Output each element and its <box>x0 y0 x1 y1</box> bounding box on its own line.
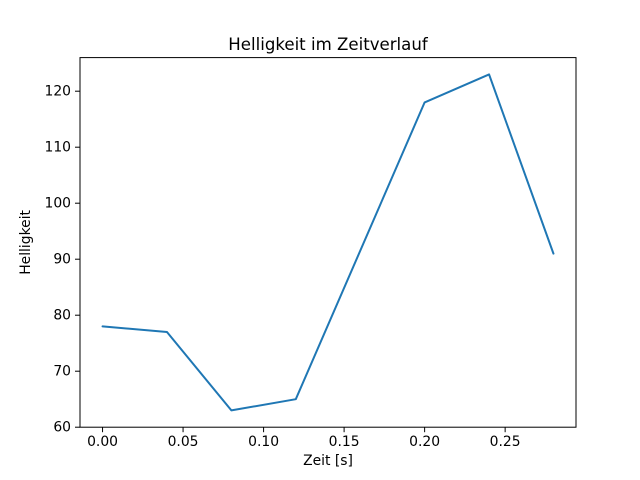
x-axis-ticks <box>102 427 506 433</box>
x-tick-label: 0.10 <box>248 434 279 450</box>
x-tick-label: 0.25 <box>490 434 521 450</box>
plot-area <box>80 57 576 428</box>
y-tick-label: 60 <box>53 420 71 436</box>
x-tick-label: 0.05 <box>168 434 199 450</box>
y-tick-label: 100 <box>44 196 71 212</box>
y-tick-label: 80 <box>53 308 71 324</box>
y-tick-label: 90 <box>53 252 71 268</box>
y-tick-label: 70 <box>53 364 71 380</box>
y-axis-tick-labels: 60 70 80 90 100 110 120 <box>44 84 71 436</box>
y-tick-label: 120 <box>44 84 71 100</box>
y-axis-label: Helligkeit <box>18 209 34 274</box>
y-axis-ticks <box>75 90 80 428</box>
axes-frame <box>79 57 577 428</box>
data-line <box>101 73 555 412</box>
x-tick-label: 0.15 <box>329 434 360 450</box>
x-tick-label: 0.20 <box>409 434 440 450</box>
x-tick-label: 0.00 <box>87 434 118 450</box>
y-tick-label: 110 <box>44 140 71 156</box>
x-axis-tick-labels: 0.00 0.05 0.10 0.15 0.20 0.25 <box>87 434 521 450</box>
chart-title: Helligkeit im Zeitverlauf <box>228 35 429 54</box>
x-axis-label: Zeit [s] <box>303 453 353 469</box>
